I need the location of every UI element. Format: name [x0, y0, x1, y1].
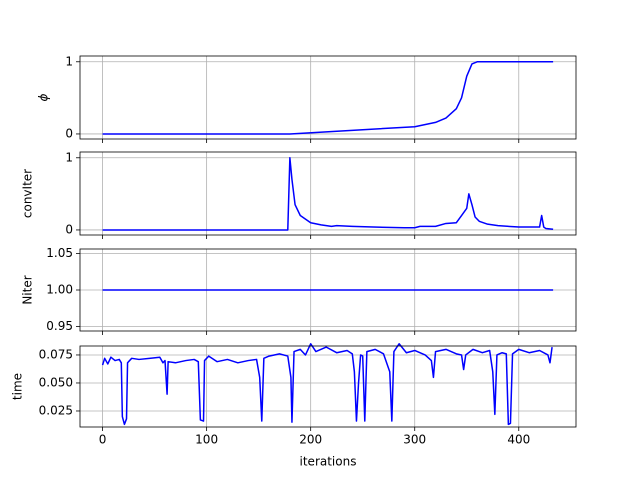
data-line	[102, 61, 554, 135]
y-tick-label: 0.025	[39, 403, 73, 417]
y-axis-label: ϕ	[37, 93, 51, 101]
x-tick-label: 400	[507, 433, 530, 447]
y-tick-label: 0.075	[39, 347, 73, 361]
y-tick-label: 0.050	[39, 375, 73, 389]
data-line	[102, 157, 554, 231]
y-tick-label: 1.00	[46, 283, 73, 297]
y-axis-label: time	[11, 373, 25, 400]
axes-frame	[79, 248, 577, 332]
x-axis-label: iterations	[300, 455, 357, 469]
y-tick-label: 0	[65, 126, 73, 140]
y-tick-label: 0.95	[46, 319, 73, 333]
y-tick-label: 1	[65, 150, 73, 164]
y-tick-label: 0	[65, 222, 73, 236]
x-tick-label: 100	[195, 433, 218, 447]
y-axis-label: Niter	[21, 275, 35, 304]
axes-frame	[79, 345, 577, 428]
y-axis-label: convIter	[21, 169, 35, 218]
x-tick-label: 300	[403, 433, 426, 447]
x-tick-label: 0	[99, 433, 107, 447]
axes-frame	[79, 151, 577, 236]
x-tick-label: 200	[299, 433, 322, 447]
y-tick-label: 1	[65, 54, 73, 68]
axes-frame	[79, 55, 577, 140]
data-line	[101, 343, 553, 426]
y-tick-label: 1.05	[46, 246, 73, 260]
